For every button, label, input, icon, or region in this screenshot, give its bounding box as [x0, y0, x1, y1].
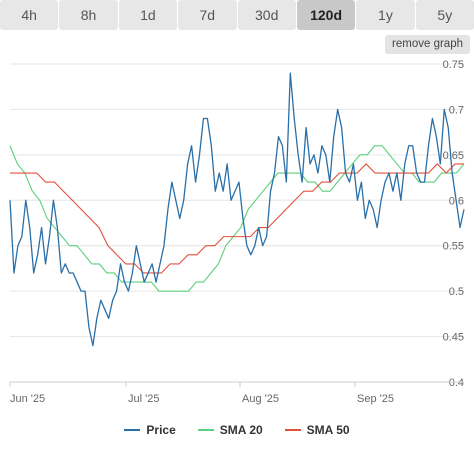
legend-label-sma50: SMA 50	[306, 423, 350, 437]
x-axis-ticks: Jun '25 Jul '25 Aug '25 Sep '25	[9, 382, 394, 405]
y-tick-label: 0.4	[449, 377, 464, 389]
sma50-swatch	[284, 429, 301, 431]
legend-item-price[interactable]: Price	[124, 421, 176, 439]
y-tick-label: 0.55	[443, 241, 464, 253]
y-tick-label: 0.5	[449, 286, 464, 298]
tab-4h[interactable]: 4h	[0, 0, 59, 30]
y-tick-label: 0.65	[443, 150, 464, 162]
grid-lines	[10, 63, 464, 338]
tab-1y[interactable]: 1y	[356, 0, 415, 30]
timeframe-tabs: 4h 8h 1d 7d 30d 120d 1y 5y	[0, 0, 474, 30]
legend-item-sma20[interactable]: SMA 20	[197, 421, 263, 439]
tab-5y[interactable]: 5y	[415, 0, 474, 30]
sma20-line	[9, 145, 465, 292]
tab-1d[interactable]: 1d	[118, 0, 178, 30]
price-line	[9, 72, 465, 347]
y-tick-label: 0.45	[443, 332, 464, 344]
legend-label-price: Price	[146, 423, 176, 437]
legend: Price SMA 20 SMA 50	[0, 421, 474, 439]
x-tick-label: Jun '25	[10, 393, 45, 405]
legend-item-sma50[interactable]: SMA 50	[284, 421, 350, 439]
x-tick-label: Aug '25	[242, 393, 279, 405]
remove-graph-button[interactable]: remove graph	[385, 35, 470, 54]
y-tick-label: 0.7	[449, 104, 464, 116]
y-tick-label: 0.75	[443, 59, 464, 71]
tab-7d[interactable]: 7d	[178, 0, 237, 30]
series-lines	[9, 72, 465, 347]
tab-8h[interactable]: 8h	[59, 0, 118, 30]
legend-label-sma20: SMA 20	[219, 423, 263, 437]
y-axis-ticks: 0.40.450.50.550.60.650.70.75	[443, 59, 464, 389]
tab-30d[interactable]: 30d	[237, 0, 296, 30]
sma20-swatch	[197, 429, 214, 431]
price-swatch	[124, 429, 141, 431]
tab-120d[interactable]: 120d	[296, 0, 356, 30]
x-tick-label: Sep '25	[357, 393, 394, 405]
x-tick-label: Jul '25	[128, 393, 159, 405]
